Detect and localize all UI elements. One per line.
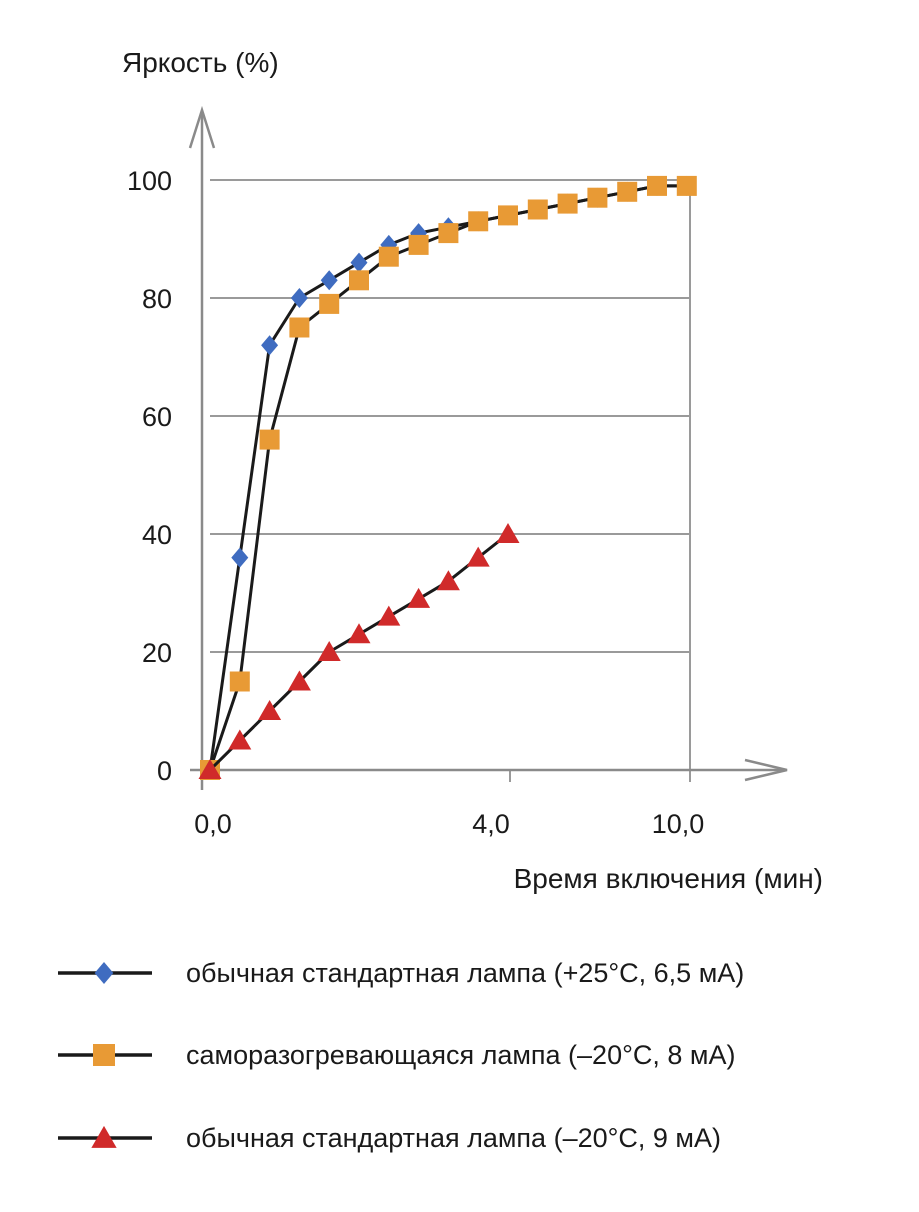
data-point [259,429,280,450]
data-point [350,252,368,273]
data-point [317,641,341,661]
series-line [208,184,687,771]
data-point [258,700,282,720]
series-group [198,175,697,780]
legend-marker-square-icon [93,1044,115,1066]
data-point [289,317,310,338]
data-point [587,187,608,208]
x-axis-title: Время включения (мин) [514,863,823,894]
axes [188,105,788,790]
series-line [208,184,687,771]
legend-marker-diamond-icon [94,962,114,984]
data-point [290,288,308,308]
data-point [261,335,279,356]
x-axis-arrow [744,758,788,782]
data-point [408,234,429,255]
y-tick-label: 100 [127,166,172,196]
data-point [228,729,252,750]
data-point [617,181,638,202]
x-tick-label: 10,0 [652,809,705,839]
legend-item: обычная стандартная лампа (–20°C, 9 мА) [58,1123,721,1153]
data-point [498,205,518,226]
data-point [319,293,340,314]
data-point [407,587,431,608]
legend-item: саморазогревающаяся лампа (–20°C, 8 мА) [58,1040,735,1070]
legend: обычная стандартная лампа (+25°C, 6,5 мА… [58,958,744,1153]
data-point [198,759,222,779]
x-tick-labels: 0,0 4,0 10,0 [194,809,704,839]
series-diamond [201,175,696,780]
y-axis-title: Яркость (%) [122,47,279,78]
y-tick-labels: 0 20 40 60 80 100 [127,166,172,786]
data-point [436,570,460,591]
data-point [676,175,697,196]
data-point [496,523,520,543]
data-point [231,547,249,568]
series-triangle [198,523,520,779]
data-point [557,193,578,214]
legend-label: саморазогревающаяся лампа (–20°C, 8 мА) [186,1040,735,1070]
data-point [320,270,338,291]
data-point [468,211,489,232]
x-tick-label: 4,0 [472,809,510,839]
data-point [378,246,399,267]
legend-label: обычная стандартная лампа (+25°C, 6,5 мА… [186,958,744,988]
data-point [347,623,371,644]
data-point [647,175,667,196]
series-square [200,175,697,780]
data-point [438,223,459,244]
data-point [466,546,490,567]
legend-item: обычная стандартная лампа (+25°C, 6,5 мА… [58,958,744,988]
y-tick-label: 0 [157,756,172,786]
data-point [349,270,369,291]
gridlines [210,179,691,782]
y-tick-label: 20 [142,638,172,668]
data-point [229,671,250,692]
y-tick-label: 40 [142,520,172,550]
data-point [377,605,401,626]
y-tick-label: 60 [142,402,172,432]
x-tick-label: 0,0 [194,809,232,839]
y-axis-arrow [188,105,216,149]
data-point [527,199,548,220]
legend-marker-triangle-icon [91,1125,117,1148]
legend-label: обычная стандартная лампа (–20°C, 9 мА) [186,1123,721,1153]
data-point [287,670,311,691]
y-tick-label: 80 [142,284,172,314]
